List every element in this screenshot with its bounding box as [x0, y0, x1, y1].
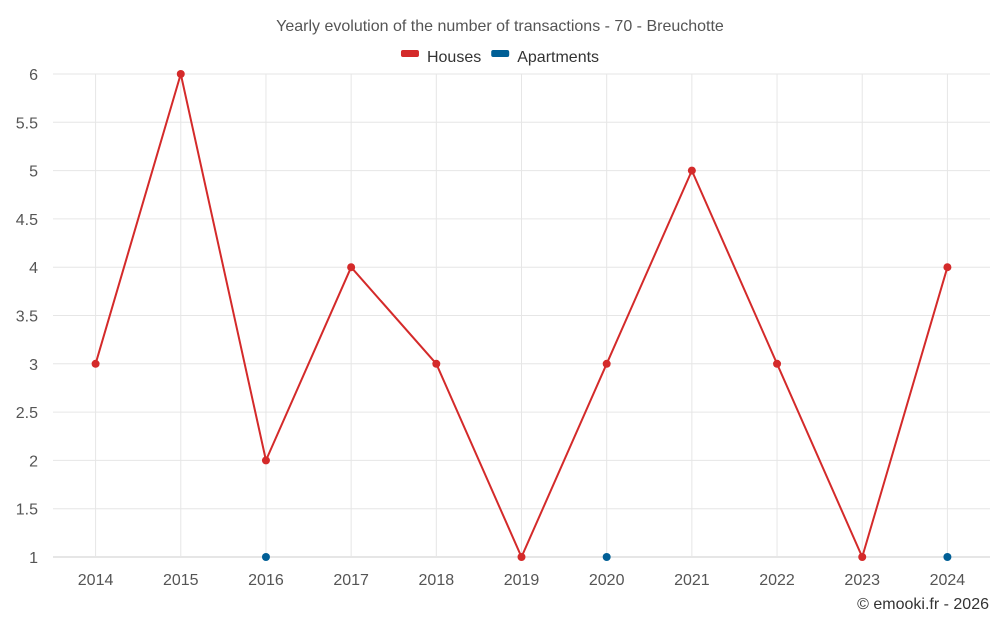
- credit-text: © emooki.fr - 2026: [857, 596, 989, 613]
- x-tick-label: 2024: [930, 572, 966, 589]
- data-point-houses[interactable]: [91, 359, 100, 368]
- legend-label: Apartments: [517, 49, 599, 66]
- series-layer: [91, 70, 952, 561]
- data-point-houses[interactable]: [773, 359, 782, 368]
- y-tick-label: 2.5: [16, 405, 38, 422]
- legend-item-apartments[interactable]: Apartments: [491, 49, 599, 66]
- data-point-houses[interactable]: [347, 263, 356, 272]
- x-tick-label: 2022: [759, 572, 795, 589]
- y-tick-label: 1: [29, 550, 38, 567]
- data-point-houses[interactable]: [432, 359, 441, 368]
- x-tick-label: 2015: [163, 572, 199, 589]
- series-apartments: [261, 553, 952, 561]
- data-point-houses[interactable]: [602, 359, 611, 368]
- y-tick-label: 4.5: [16, 212, 38, 229]
- data-point-houses[interactable]: [517, 553, 526, 561]
- x-tick-label: 2017: [333, 572, 369, 589]
- y-tick-label: 3: [29, 357, 38, 374]
- legend: Houses Apartments: [400, 49, 599, 66]
- data-point-houses[interactable]: [687, 166, 696, 175]
- series-houses: [91, 70, 952, 561]
- data-point-houses[interactable]: [261, 456, 270, 465]
- x-tick-label: 2021: [674, 572, 710, 589]
- x-tick-label: 2019: [504, 572, 540, 589]
- data-point-apartments[interactable]: [602, 553, 611, 561]
- y-tick-label: 5: [29, 164, 38, 181]
- legend-swatch: [491, 50, 510, 57]
- y-tick-label: 6: [29, 67, 38, 84]
- data-point-apartments[interactable]: [261, 553, 270, 561]
- y-tick-label: 3.5: [16, 309, 38, 326]
- data-point-houses[interactable]: [176, 70, 185, 78]
- x-axis: 2014 2015 2016 2017 2018 2019 2020 2021 2022 2023…: [78, 572, 966, 589]
- data-point-houses[interactable]: [858, 553, 867, 561]
- x-tick-label: 2020: [589, 572, 625, 589]
- y-tick-label: 4: [29, 260, 38, 277]
- legend-swatch: [400, 50, 419, 57]
- x-tick-label: 2014: [78, 572, 114, 589]
- legend-label: Houses: [427, 49, 481, 66]
- x-tick-label: 2018: [419, 572, 455, 589]
- grid: [53, 73, 990, 558]
- data-point-apartments[interactable]: [943, 553, 952, 561]
- y-tick-label: 1.5: [16, 502, 38, 519]
- y-axis: 1 1.5 2 2.5 3 3.5 4 4.5 5 5.5 6: [16, 67, 38, 567]
- legend-item-houses[interactable]: Houses: [400, 49, 481, 66]
- data-point-houses[interactable]: [943, 263, 952, 272]
- y-tick-label: 2: [29, 453, 38, 470]
- y-tick-label: 5.5: [16, 115, 38, 132]
- chart-title: Yearly evolution of the number of transa…: [276, 18, 724, 35]
- x-tick-label: 2016: [248, 572, 284, 589]
- x-tick-label: 2023: [844, 572, 880, 589]
